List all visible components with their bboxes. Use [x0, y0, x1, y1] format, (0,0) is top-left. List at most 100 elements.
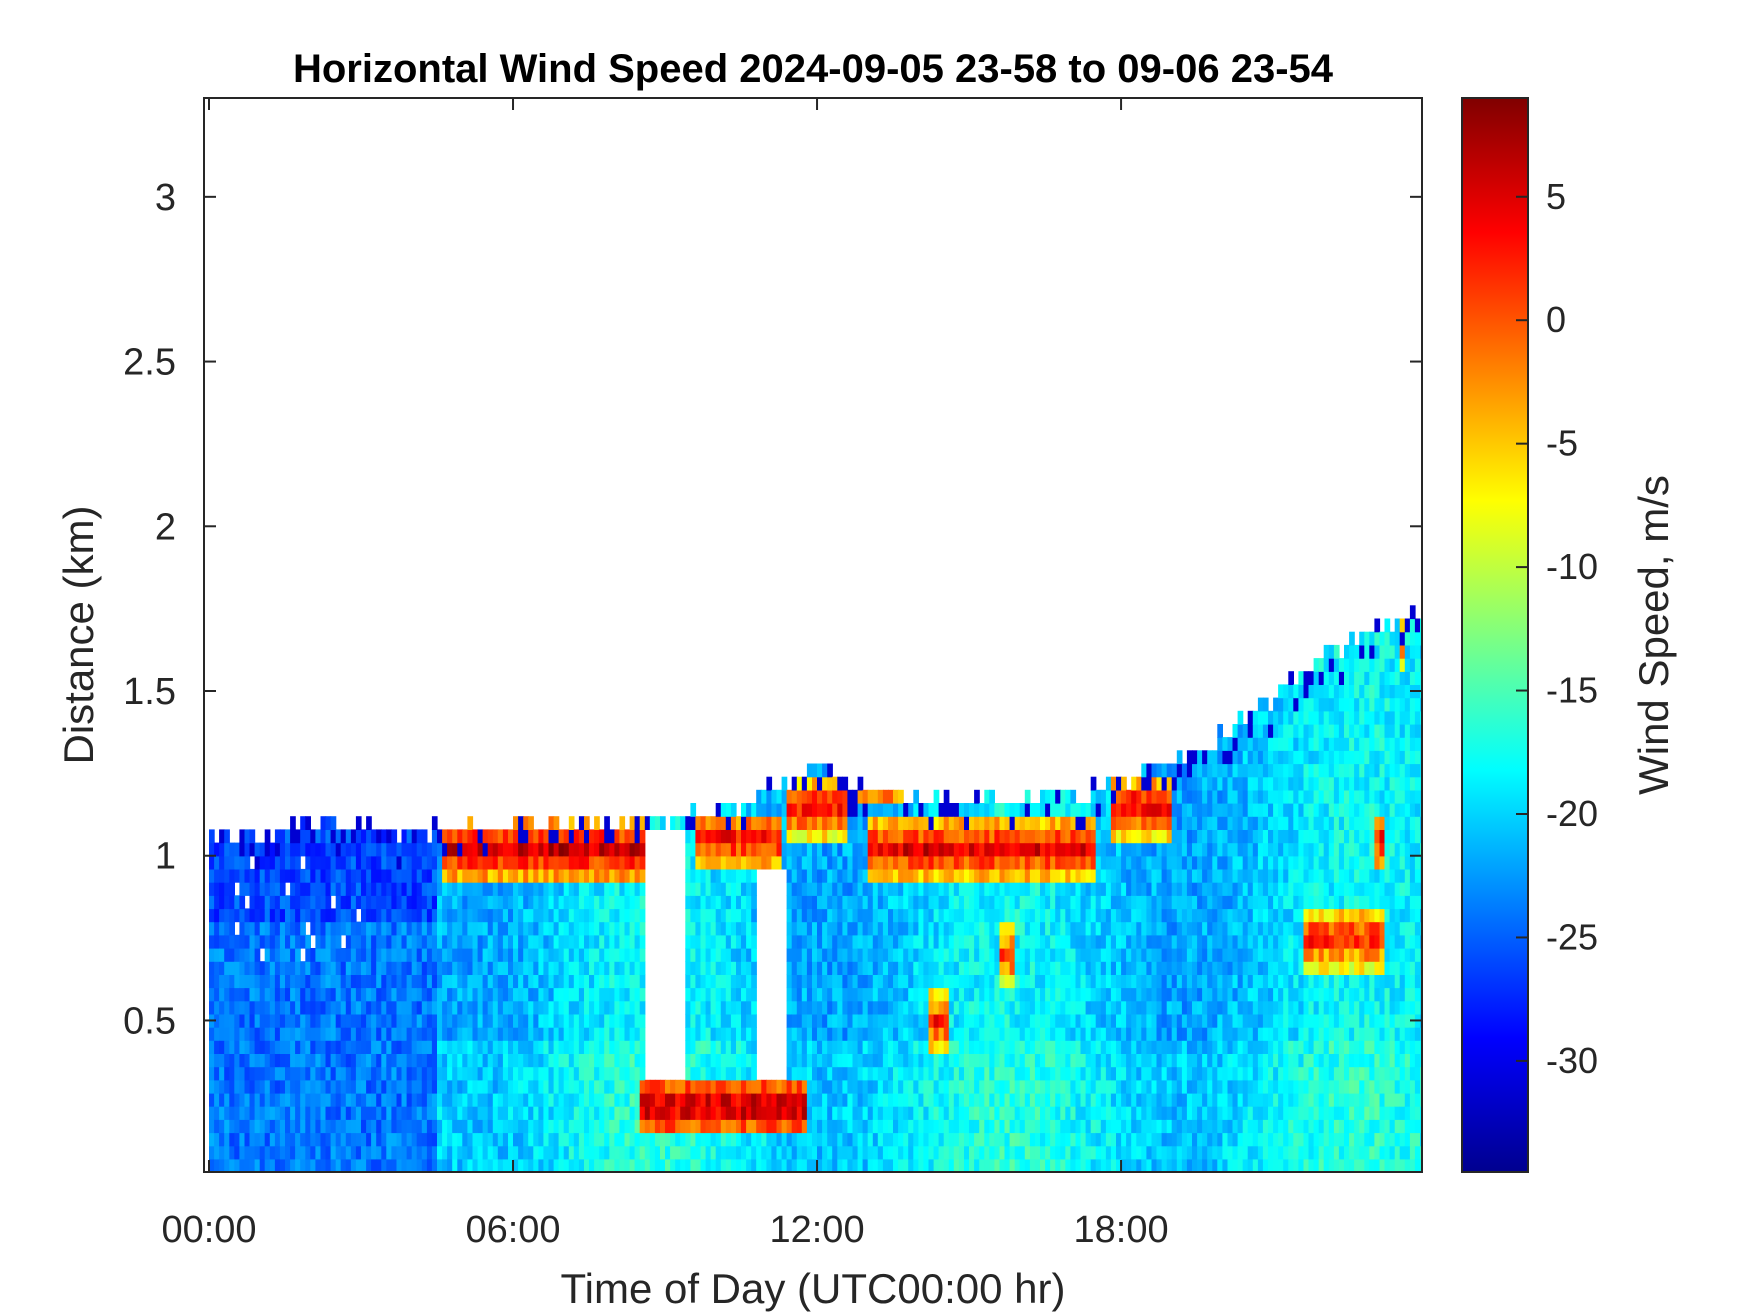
heatmap-cell	[888, 882, 894, 896]
heatmap-cell	[589, 1132, 595, 1147]
heatmap-cell	[584, 855, 590, 870]
heatmap-cell	[791, 908, 798, 923]
heatmap-cell	[523, 1053, 529, 1068]
heatmap-cell	[224, 1000, 230, 1015]
heatmap-cell	[1156, 1013, 1163, 1028]
heatmap-cell	[695, 1132, 702, 1147]
heatmap-cell	[882, 1000, 889, 1015]
heatmap-cell	[371, 934, 377, 949]
heatmap-cell	[837, 1013, 843, 1028]
heatmap-cell	[665, 1119, 671, 1134]
heatmap-cell	[269, 1145, 276, 1160]
heatmap-cell	[285, 908, 291, 923]
heatmap-cell	[224, 1106, 230, 1120]
heatmap-cell	[999, 855, 1006, 870]
heatmap-cell	[685, 1000, 691, 1015]
heatmap-cell	[705, 1092, 712, 1107]
heatmap-cell	[857, 855, 864, 870]
heatmap-cell	[209, 1053, 215, 1068]
heatmap-cell	[1040, 842, 1046, 857]
heatmap-cell	[1136, 921, 1142, 936]
heatmap-cell	[1100, 1027, 1107, 1041]
heatmap-cell	[827, 1079, 833, 1094]
heatmap-cell	[619, 974, 626, 989]
heatmap-cell	[1105, 974, 1112, 989]
heatmap-cell	[244, 1066, 251, 1081]
heatmap-cell	[958, 908, 965, 923]
heatmap-cell	[548, 829, 555, 844]
heatmap-cell	[923, 1000, 930, 1015]
heatmap-cell	[720, 1040, 727, 1054]
heatmap-cell	[305, 1119, 311, 1134]
heatmap-cell	[979, 1013, 985, 1028]
heatmap-cell	[736, 895, 742, 910]
heatmap-cell	[533, 829, 539, 844]
heatmap-cell	[442, 882, 448, 896]
heatmap-cell	[508, 1000, 514, 1015]
heatmap-cell	[1040, 961, 1046, 975]
heatmap-cell	[1166, 1132, 1173, 1147]
heatmap-cell	[695, 829, 702, 844]
heatmap-cell	[568, 1066, 575, 1081]
heatmap-cell	[457, 1092, 463, 1107]
heatmap-cell	[584, 974, 590, 989]
heatmap-cell	[999, 1145, 1006, 1160]
heatmap-cell	[943, 1145, 950, 1160]
heatmap-cell	[1095, 882, 1102, 896]
heatmap-cell	[832, 1013, 838, 1028]
heatmap-cell	[898, 1066, 904, 1081]
heatmap-cell	[938, 1158, 945, 1172]
heatmap-cell	[1131, 1027, 1137, 1041]
heatmap-cell	[1171, 1053, 1178, 1068]
heatmap-cell	[345, 1132, 352, 1147]
heatmap-cell	[700, 816, 707, 830]
heatmap-cell	[234, 855, 240, 870]
heatmap-cell	[1166, 882, 1173, 896]
heatmap-cell	[888, 1132, 894, 1147]
heatmap-cell	[269, 934, 276, 949]
heatmap-cell	[1024, 1040, 1031, 1054]
heatmap-cell	[979, 1027, 985, 1041]
heatmap-cell	[923, 948, 930, 962]
heatmap-cell	[842, 987, 849, 1002]
heatmap-cell	[497, 1040, 504, 1054]
heatmap-cell	[634, 1132, 641, 1147]
heatmap-cell	[254, 1040, 261, 1054]
heatmap-cell	[279, 987, 286, 1002]
heatmap-cell	[1034, 1132, 1041, 1147]
heatmap-cell	[639, 1145, 646, 1160]
heatmap-cell	[1090, 1013, 1097, 1028]
heatmap-cell	[406, 842, 413, 857]
heatmap-cell	[558, 1027, 565, 1041]
heatmap-cell	[497, 1132, 504, 1147]
heatmap-cell	[1131, 1119, 1137, 1134]
heatmap-cell	[624, 1106, 631, 1120]
heatmap-cell	[730, 1132, 737, 1147]
heatmap-cell	[1110, 855, 1117, 870]
heatmap-cell	[224, 855, 230, 870]
heatmap-cell	[350, 895, 357, 910]
heatmap-cell	[340, 855, 347, 870]
heatmap-cell	[1045, 1119, 1051, 1134]
heatmap-cell	[315, 948, 322, 962]
heatmap-cell	[381, 882, 387, 896]
heatmap-cell	[300, 1000, 306, 1015]
heatmap-cell	[472, 1066, 479, 1081]
heatmap-cell	[948, 1119, 955, 1134]
heatmap-cell	[984, 1053, 990, 1068]
heatmap-cell	[974, 868, 980, 883]
heatmap-cell	[594, 829, 600, 844]
heatmap-cell	[1090, 1145, 1097, 1160]
heatmap-cell	[685, 842, 691, 857]
heatmap-cell	[340, 1027, 347, 1041]
heatmap-cell	[361, 882, 367, 896]
heatmap-cell	[1014, 1158, 1021, 1172]
heatmap-cell	[416, 1040, 423, 1054]
heatmap-cell	[528, 829, 534, 844]
heatmap-cell	[796, 1040, 803, 1054]
heatmap-cell	[903, 974, 909, 989]
heatmap-cell	[1024, 1119, 1031, 1134]
heatmap-cell	[563, 1145, 570, 1160]
heatmap-cell	[1075, 803, 1082, 817]
heatmap-cell	[705, 829, 712, 844]
